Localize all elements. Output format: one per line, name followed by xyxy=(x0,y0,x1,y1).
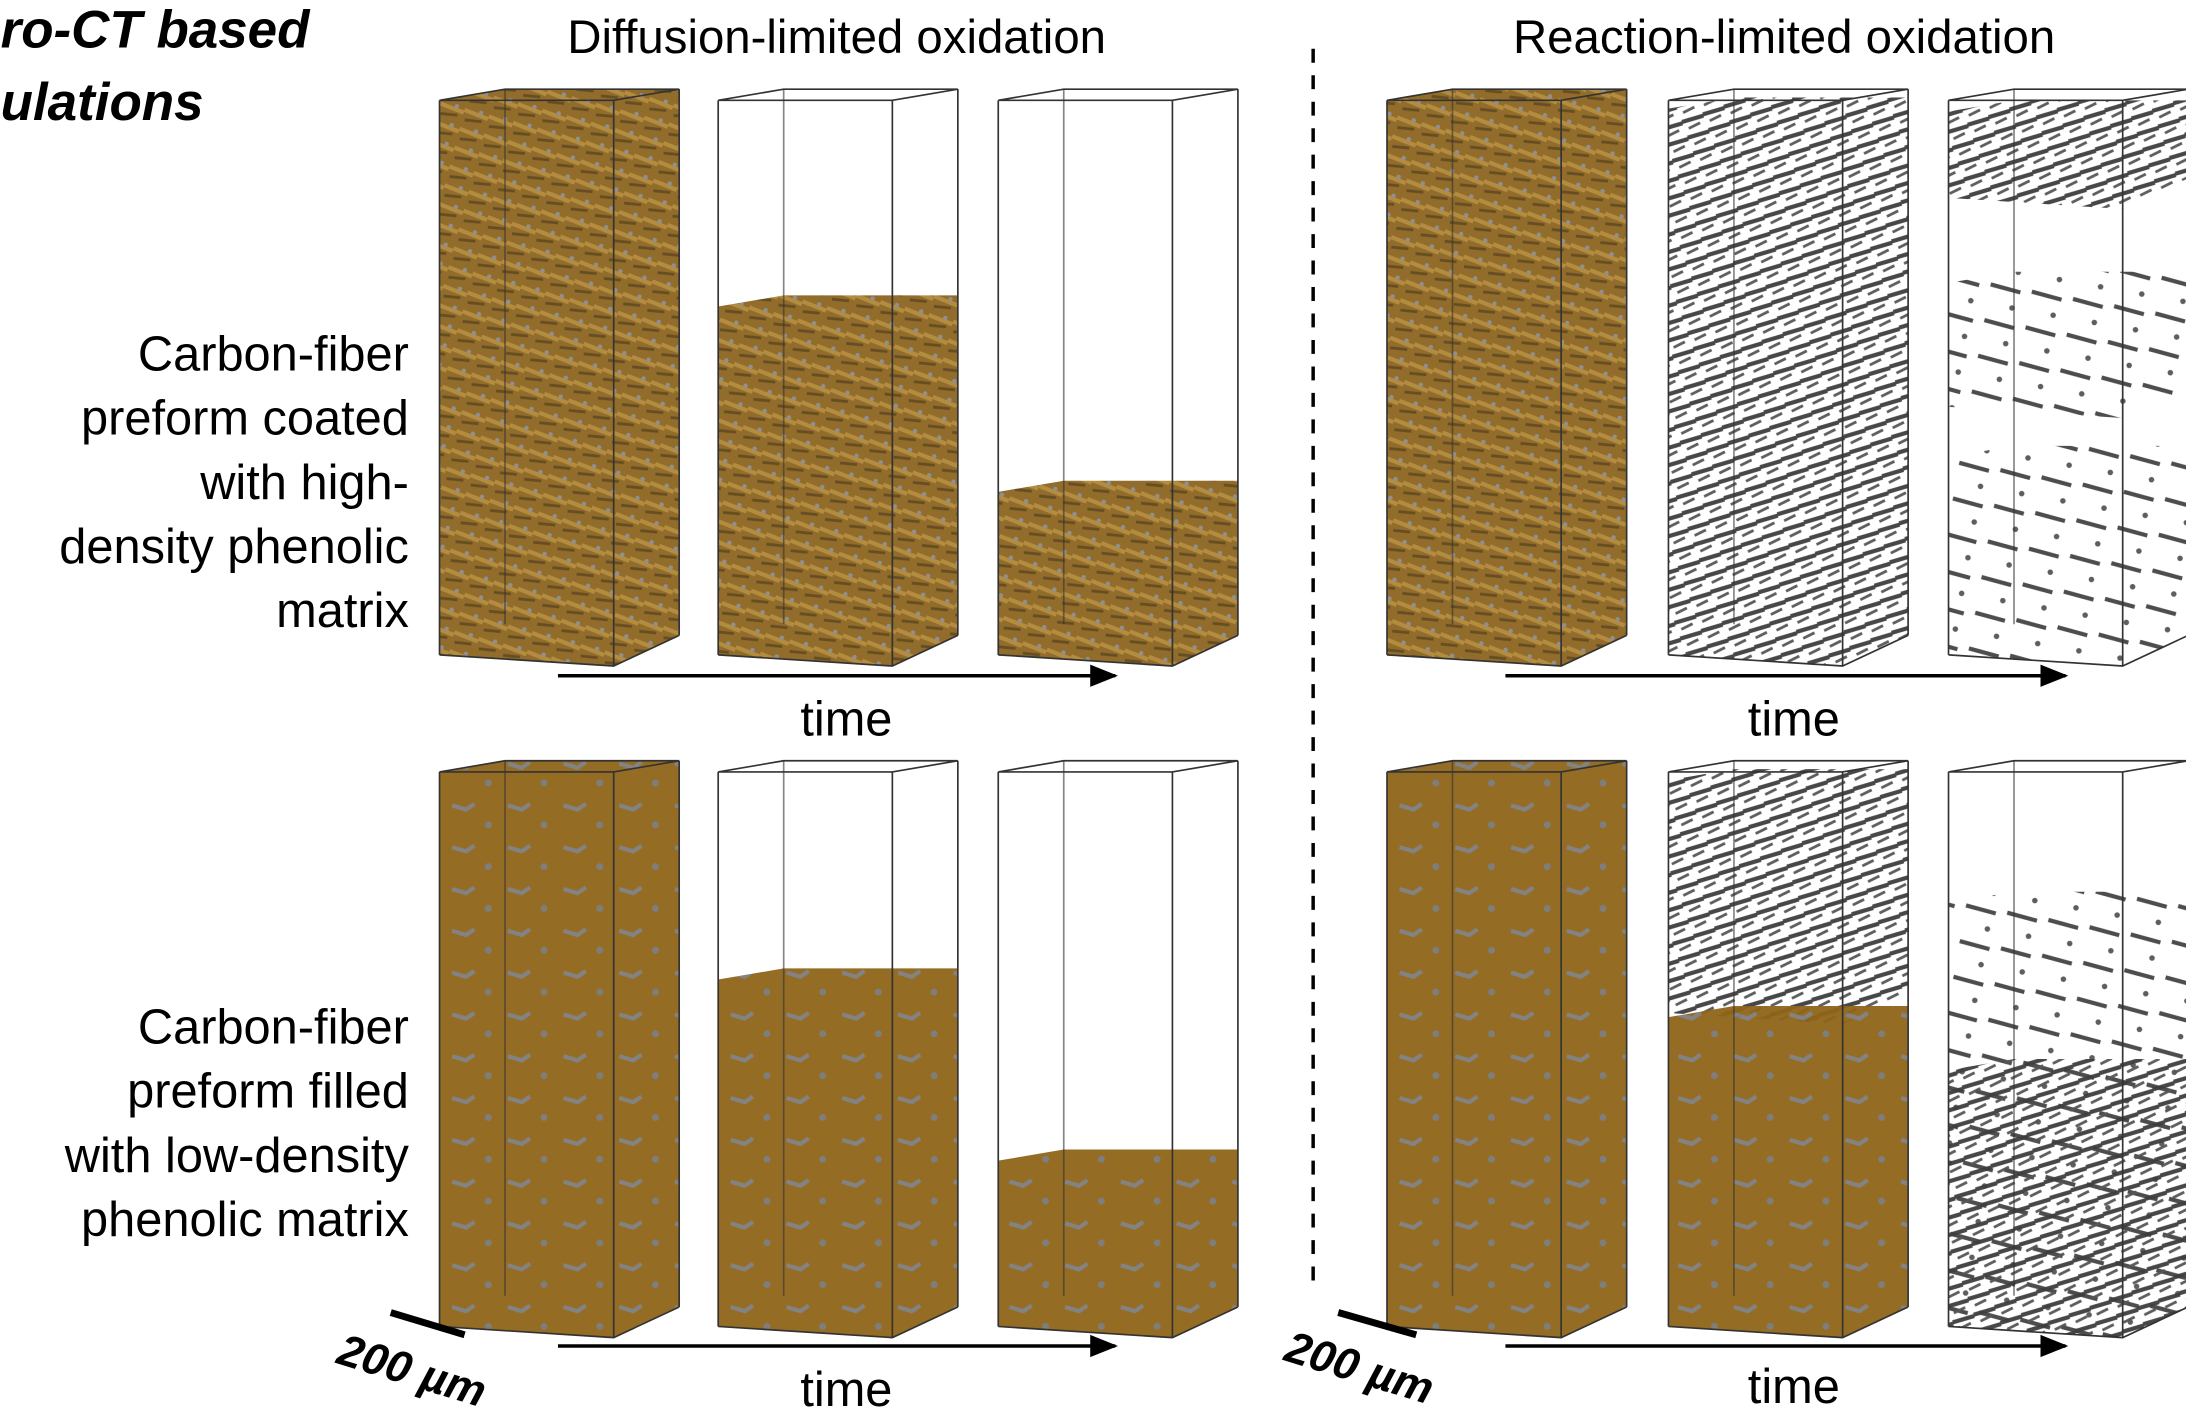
title: ro-CT based xyxy=(1,0,312,59)
material-volume xyxy=(1386,89,1627,667)
material-volume xyxy=(998,480,1238,667)
row-label: density phenolic xyxy=(59,520,409,574)
box-edge xyxy=(1386,634,1628,667)
row-label: with low-density xyxy=(64,1129,410,1183)
time-label: time xyxy=(800,1363,892,1417)
scale-label: 200 µm xyxy=(331,1325,492,1417)
volume-renderings xyxy=(438,88,2186,1339)
box-edge xyxy=(1386,1306,1628,1339)
material-volume xyxy=(718,968,958,1338)
material-volume xyxy=(439,760,680,1338)
box-edge xyxy=(998,759,1239,773)
material-volume xyxy=(1668,97,1909,667)
time-label: time xyxy=(1748,693,1840,747)
box-edge xyxy=(718,1306,959,1339)
box-edge xyxy=(1948,635,2186,667)
row-label: Carbon-fiber xyxy=(138,1001,409,1055)
material-volume xyxy=(1386,760,1627,1338)
box-edge xyxy=(998,88,1239,102)
box-edge xyxy=(1948,1307,2186,1339)
material-volume xyxy=(1948,100,2186,210)
scale-bar xyxy=(1337,1309,1418,1339)
row-label: with high- xyxy=(199,456,409,510)
column-header: Diffusion-limited oxidation xyxy=(567,11,1106,64)
material-volume xyxy=(718,295,958,667)
material-volume xyxy=(1948,271,2186,419)
box-edge xyxy=(718,634,959,667)
row-label: Carbon-fiber xyxy=(138,328,409,382)
time-label: time xyxy=(1748,1360,1840,1414)
scale-bar xyxy=(389,1309,466,1339)
material-volume xyxy=(1948,1058,2186,1338)
box-edge xyxy=(998,1306,1239,1339)
row-label: preform coated xyxy=(81,392,409,446)
box-edge xyxy=(718,759,958,773)
box-edge xyxy=(1668,1306,1909,1339)
box-edge xyxy=(1948,88,2186,102)
column-header: Reaction-limited oxidation xyxy=(1513,11,2055,64)
time-label: time xyxy=(800,693,892,747)
box-edge xyxy=(1668,634,1909,667)
row-label: phenolic matrix xyxy=(81,1193,409,1247)
box-edge xyxy=(718,88,958,102)
title: ulations xyxy=(1,73,204,132)
material-volume xyxy=(439,89,680,667)
box-edge xyxy=(998,634,1239,667)
material-volume xyxy=(1668,769,1909,1025)
material-volume xyxy=(998,1149,1238,1338)
box-edge xyxy=(439,1306,680,1339)
box-edge xyxy=(1948,759,2186,773)
row-label: matrix xyxy=(276,584,409,638)
box-edge xyxy=(439,634,680,667)
row-label: preform filled xyxy=(127,1065,409,1119)
material-volume xyxy=(1948,445,2186,667)
material-volume xyxy=(1668,1005,1909,1338)
